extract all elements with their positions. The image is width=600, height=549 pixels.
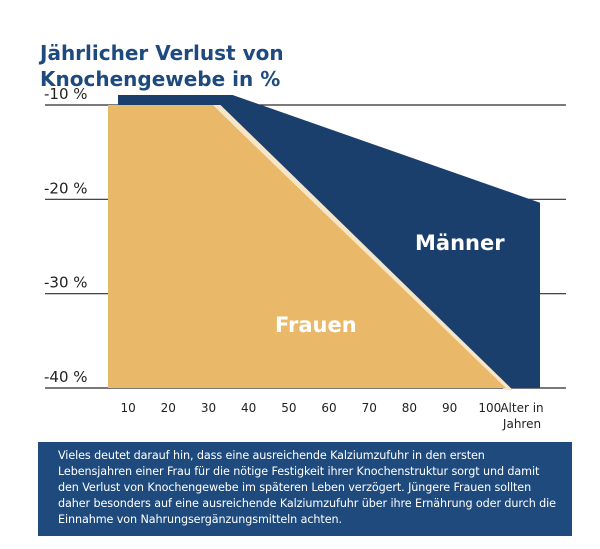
y-tick-label: -10 % [44,85,88,103]
x-tick-label: 40 [241,401,256,415]
series-edge-frauen [212,105,513,390]
x-tick-label: 100 [478,401,501,415]
y-tick-label: -40 % [44,368,88,386]
series-area-frauen [108,105,506,388]
x-tick-label: 20 [161,401,176,415]
footnote-text: Vieles deutet darauf hin, dass eine ausr… [58,449,556,526]
x-tick-label: 70 [362,401,377,415]
chart-title-line: Knochengewebe in % [40,67,280,91]
x-tick-label: 60 [321,401,336,415]
x-tick-label: 80 [402,401,417,415]
y-tick-label: -20 % [44,179,88,197]
x-tick-label: 10 [120,401,135,415]
info-box: Vieles deutet darauf hin, dass eine ausr… [38,442,572,536]
x-axis-label-line: Alter in [500,401,543,415]
x-tick-label: 50 [281,401,296,415]
series-label-frauen: Frauen [275,313,357,337]
chart-title-line: Jährlicher Verlust von [38,41,284,65]
series-label-maenner: Männer [415,231,505,255]
x-axis-label-line: Jahren [502,417,541,431]
x-tick-label: 90 [442,401,457,415]
x-tick-label: 30 [201,401,216,415]
y-tick-label: -30 % [44,274,88,292]
